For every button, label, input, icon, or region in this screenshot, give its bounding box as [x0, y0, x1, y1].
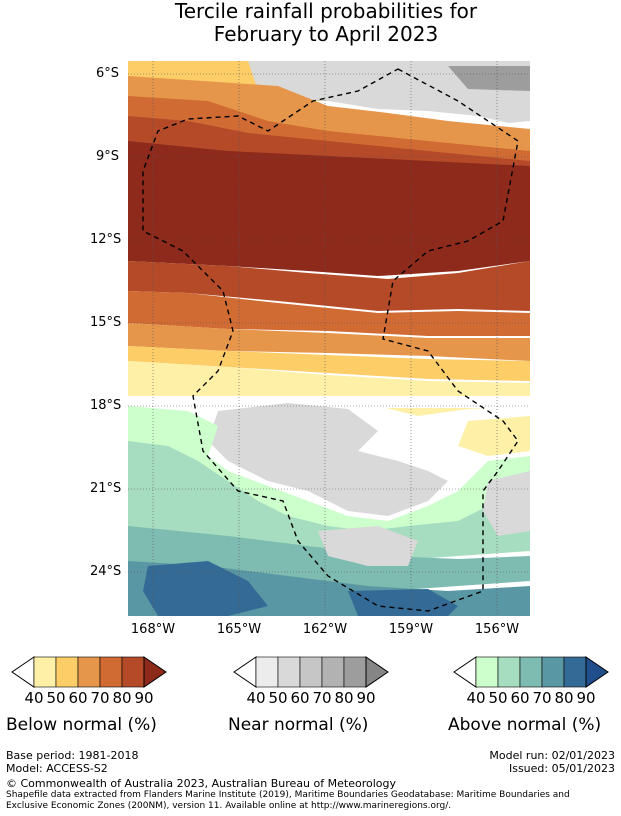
colorbar-tick-label: 60	[510, 689, 530, 707]
issued-date: Issued: 05/01/2023	[508, 762, 615, 775]
colorbar-segment	[321, 656, 345, 688]
title-line-2: February to April 2023	[213, 22, 439, 46]
colorbar-over-arrow	[585, 656, 609, 688]
colorbar-segment	[277, 656, 301, 688]
colorbar-under-arrow	[453, 656, 477, 688]
lat-label: 24°S	[90, 564, 122, 579]
shapefile-credit-1: Shapefile data extracted from Flanders M…	[6, 790, 570, 800]
colorbar-segment	[541, 656, 565, 688]
copyright: © Commonwealth of Australia 2023, Austra…	[6, 777, 396, 790]
title-line-1: Tercile rainfall probabilities for	[174, 0, 478, 23]
colorbar-segment	[497, 656, 521, 688]
colorbar-tick-label: 60	[68, 689, 88, 707]
colorbar-segment	[563, 656, 587, 688]
colorbar-segment	[299, 656, 323, 688]
legend-title: Below normal (%)	[6, 715, 157, 735]
colorbar-tick-label: 90	[356, 689, 376, 707]
colorbar-tick-label: 70	[90, 689, 110, 707]
colorbar-segment	[33, 656, 57, 688]
lat-label: 12°S	[90, 232, 122, 247]
lat-label: 21°S	[90, 481, 122, 496]
colorbar-tick-label: 50	[46, 689, 66, 707]
colorbar-tick-label: 40	[466, 689, 486, 707]
colorbar-tick-label: 40	[24, 689, 44, 707]
base-period: Base period: 1981-2018	[6, 749, 139, 762]
model-run: Model run: 02/01/2023	[489, 749, 615, 762]
colorbar-tick-label: 50	[268, 689, 288, 707]
colorbar-tick-label: 40	[246, 689, 266, 707]
lon-label: 165°W	[216, 622, 262, 637]
rainfall-probability-map	[128, 61, 530, 616]
colorbar-segment	[255, 656, 279, 688]
colorbar-over-arrow	[365, 656, 389, 688]
colorbar	[453, 656, 609, 688]
colorbar-segment	[99, 656, 123, 688]
lat-label: 9°S	[96, 149, 120, 164]
colorbar-tick-label: 90	[134, 689, 154, 707]
map-title: Tercile rainfall probabilities for Febru…	[0, 0, 621, 46]
colorbar-segment	[519, 656, 543, 688]
colorbar	[233, 656, 389, 688]
colorbar-tick-label: 80	[334, 689, 354, 707]
colorbar-tick-label: 70	[312, 689, 332, 707]
legend-above-normal: 40 50 60 70 80 90 Above normal (%)	[448, 655, 621, 745]
lat-label: 6°S	[96, 66, 120, 81]
colorbar-segment	[121, 656, 145, 688]
colorbar-tick-label: 50	[488, 689, 508, 707]
colorbar-segment	[77, 656, 101, 688]
shapefile-credit-2: Exclusive Economic Zones (200NM), versio…	[6, 801, 452, 811]
colorbar-under-arrow	[11, 656, 35, 688]
lon-label: 168°W	[130, 622, 176, 637]
colorbar-tick-label: 60	[290, 689, 310, 707]
colorbar-under-arrow	[233, 656, 257, 688]
colorbar-segment	[475, 656, 499, 688]
legend-near-normal: 40 50 60 70 80 90 Near normal (%)	[228, 655, 432, 745]
lon-label: 156°W	[474, 622, 520, 637]
legend-title: Above normal (%)	[448, 715, 602, 735]
colorbar	[11, 656, 167, 688]
lon-label: 159°W	[388, 622, 434, 637]
legend-title: Near normal (%)	[228, 715, 369, 735]
colorbar-segment	[343, 656, 367, 688]
colorbar-tick-label: 80	[554, 689, 574, 707]
legend-below-normal: 40 50 60 70 80 90 Below normal (%)	[6, 655, 210, 745]
colorbar-segment	[55, 656, 79, 688]
colorbar-tick-label: 80	[112, 689, 132, 707]
lat-label: 18°S	[90, 398, 122, 413]
lat-label: 15°S	[90, 315, 122, 330]
model-name: Model: ACCESS-S2	[6, 762, 108, 775]
colorbar-tick-label: 90	[576, 689, 596, 707]
colorbar-tick-label: 70	[532, 689, 552, 707]
lon-label: 162°W	[302, 622, 348, 637]
colorbar-over-arrow	[143, 656, 167, 688]
